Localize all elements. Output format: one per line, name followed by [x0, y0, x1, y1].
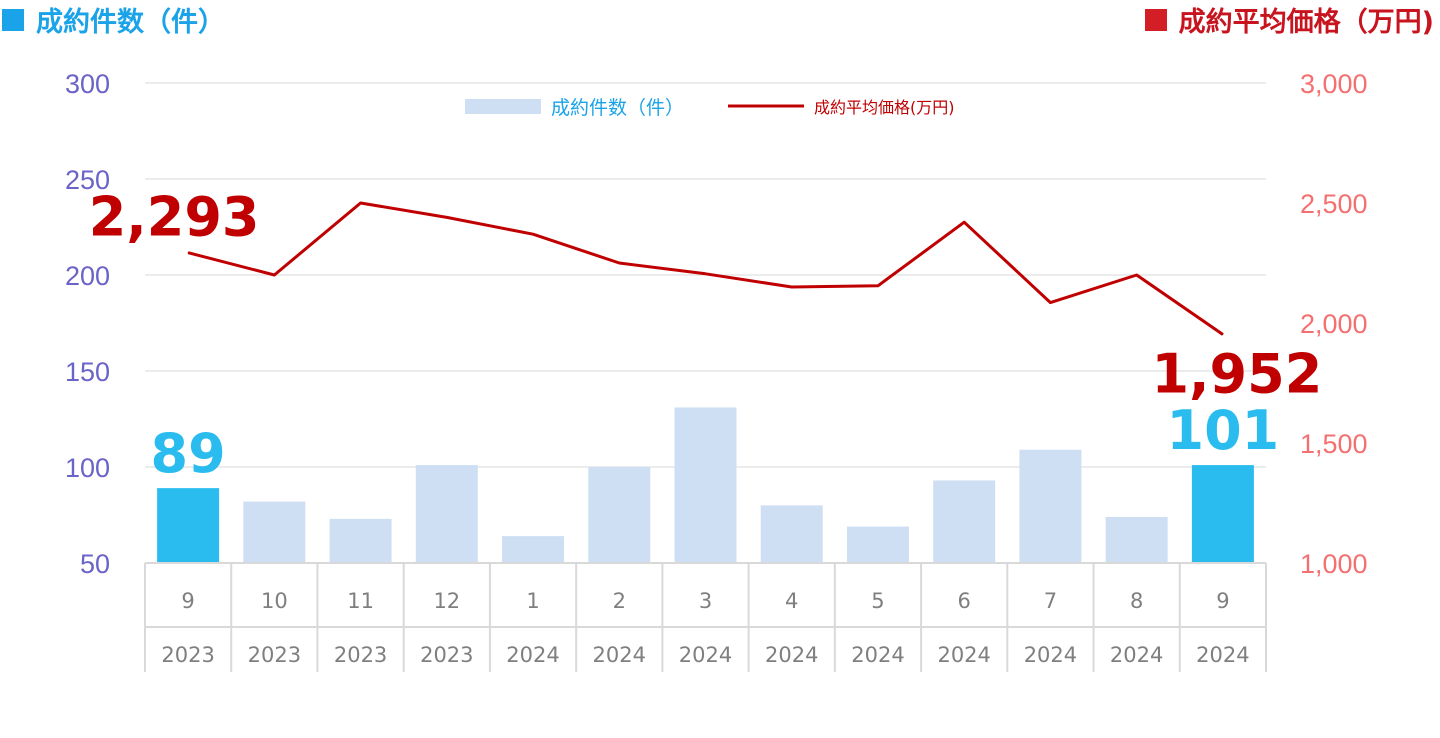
bar — [760, 505, 823, 563]
left-axis-title-text: 成約件数（件） — [36, 7, 225, 38]
bar — [1105, 516, 1168, 563]
left-axis-tick-label: 100 — [65, 453, 110, 483]
x-tick-label-year: 2023 — [248, 643, 301, 667]
x-tick-label-month: 6 — [958, 589, 971, 613]
right-axis-tick-label: 3,000 — [1300, 69, 1368, 99]
right-axis-tick-label: 2,000 — [1300, 309, 1368, 339]
price-point — [1222, 334, 1224, 336]
data-label: 89 — [151, 422, 226, 485]
x-tick-label-year: 2024 — [1024, 643, 1077, 667]
left-axis-title: 成約件数（件） — [2, 0, 225, 39]
bar — [157, 488, 220, 563]
price-point — [791, 286, 793, 288]
price-point — [446, 216, 448, 218]
x-tick-label-month: 12 — [433, 589, 460, 613]
left-axis-tick-label: 300 — [65, 69, 110, 99]
x-tick-label-year: 2024 — [937, 643, 990, 667]
bar — [415, 465, 478, 563]
right-axis-title-text: 成約平均価格（万円) — [1178, 7, 1434, 38]
bar — [1019, 449, 1082, 563]
left-axis-tick-label: 150 — [65, 357, 110, 387]
price-point — [618, 262, 620, 264]
right-axis-title: 成約平均価格（万円) — [1144, 0, 1434, 39]
x-tick-label-month: 1 — [526, 589, 539, 613]
x-tick-label-month: 3 — [699, 589, 712, 613]
legend-bar-label: 成約件数（件） — [551, 97, 684, 119]
left-axis-tick-label: 50 — [80, 549, 110, 579]
price-point — [1136, 274, 1138, 276]
data-label: 101 — [1167, 399, 1280, 462]
x-tick-label-month: 11 — [347, 589, 374, 613]
x-tick-label-month: 9 — [1216, 589, 1229, 613]
x-tick-label-month: 8 — [1130, 589, 1143, 613]
x-tick-label-month: 10 — [261, 589, 288, 613]
x-tick-label-month: 7 — [1044, 589, 1057, 613]
x-tick-label-year: 2024 — [1110, 643, 1163, 667]
x-tick-label-year: 2023 — [334, 643, 387, 667]
price-point — [360, 202, 362, 204]
x-tick-label-year: 2024 — [1196, 643, 1249, 667]
x-tick-label-year: 2024 — [765, 643, 818, 667]
bar — [243, 501, 306, 563]
bar — [1191, 465, 1254, 563]
x-tick-label-month: 5 — [871, 589, 884, 613]
bar — [846, 526, 909, 563]
bar — [674, 407, 737, 563]
bar — [329, 518, 392, 563]
x-tick-label-year: 2024 — [506, 643, 559, 667]
right-axis-tick-label: 1,000 — [1300, 549, 1368, 579]
x-tick-label-month: 4 — [785, 589, 798, 613]
legend-line-label: 成約平均価格(万円) — [814, 98, 955, 117]
price-point — [532, 233, 534, 235]
x-tick-label-month: 9 — [181, 589, 194, 613]
square-icon — [2, 8, 24, 31]
square-icon — [1144, 8, 1167, 31]
price-line — [187, 201, 1224, 336]
bar — [588, 467, 651, 563]
right-axis-tick-label: 1,500 — [1300, 429, 1368, 459]
left-axis-tick-label: 250 — [65, 165, 110, 195]
right-axis-tick-label: 2,500 — [1300, 189, 1368, 219]
x-tick-label-year: 2024 — [851, 643, 904, 667]
x-tick-label-year: 2024 — [679, 643, 732, 667]
price-point — [273, 274, 275, 276]
x-tick-label-year: 2023 — [161, 643, 214, 667]
price-point — [705, 273, 706, 275]
price-point — [963, 221, 965, 223]
x-tick-label-year: 2023 — [420, 643, 473, 667]
price-point — [1049, 302, 1051, 304]
price-point — [187, 252, 189, 254]
data-label: 1,952 — [1151, 343, 1322, 406]
bar — [933, 480, 996, 563]
price-point — [877, 285, 879, 287]
x-tick-label-year: 2024 — [593, 643, 646, 667]
legend-bar-swatch — [465, 99, 541, 114]
data-label: 2,293 — [89, 186, 260, 249]
left-axis-tick-label: 200 — [65, 261, 110, 291]
bar — [502, 536, 565, 563]
x-tick-label-month: 2 — [613, 589, 626, 613]
